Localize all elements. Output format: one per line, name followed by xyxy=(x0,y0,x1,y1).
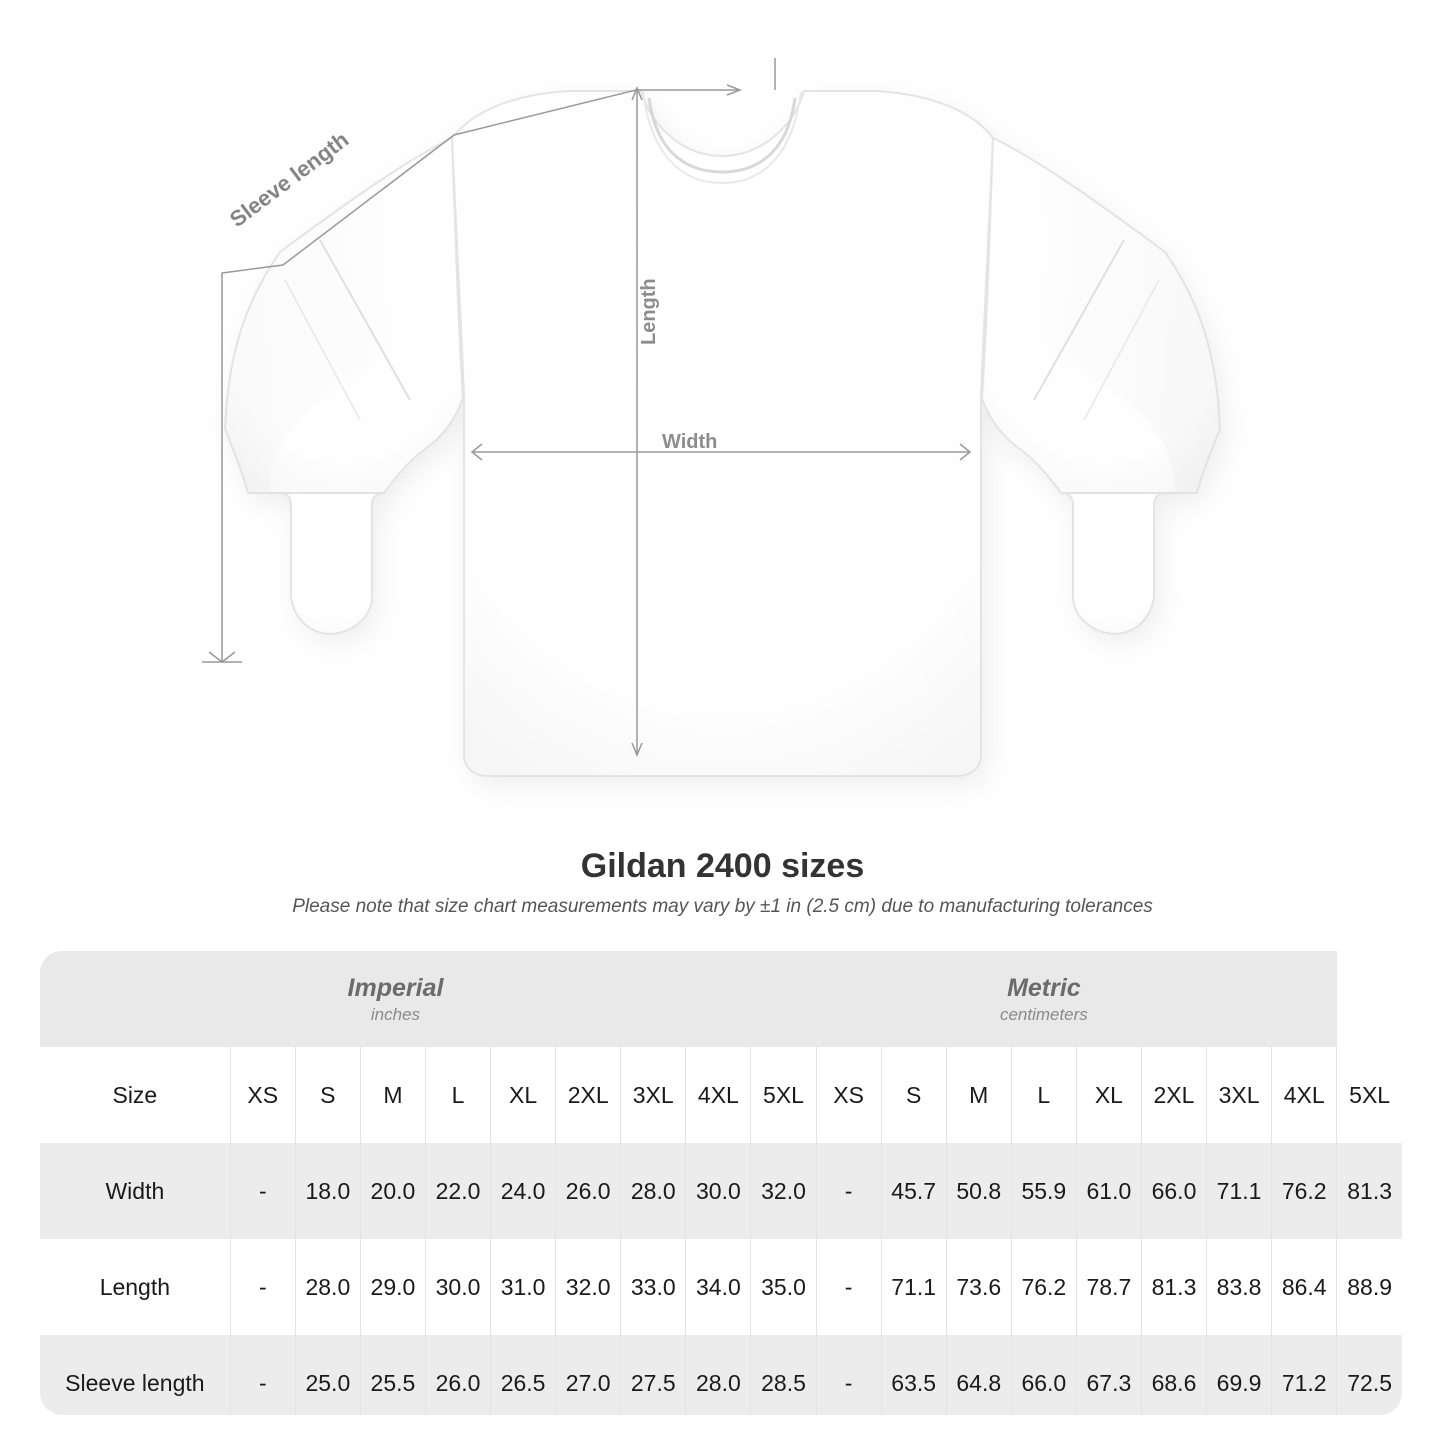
svg-text:Width: Width xyxy=(662,431,717,453)
svg-text:Length: Length xyxy=(638,278,660,345)
